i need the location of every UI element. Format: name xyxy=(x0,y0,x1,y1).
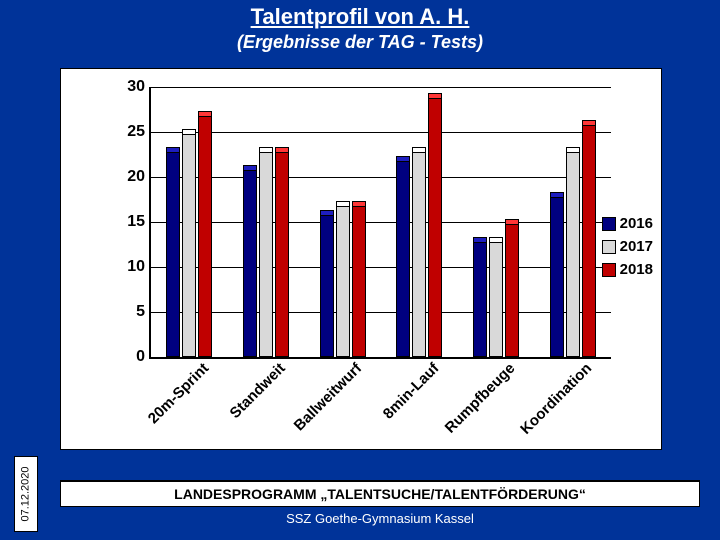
bar-2017 xyxy=(489,240,503,357)
bar-cap xyxy=(336,201,350,207)
bar-2018 xyxy=(582,123,596,357)
legend-label: 2018 xyxy=(620,261,653,278)
x-tick-label: Koordination xyxy=(515,357,596,438)
bar-cap xyxy=(396,156,410,162)
chart-plot-area: 05101520253020m-SprintStandweitBallweitw… xyxy=(149,87,611,359)
y-tick-label: 25 xyxy=(127,123,151,141)
gridline xyxy=(151,87,611,88)
bar-cap xyxy=(412,147,426,153)
slide: Talentprofil von A. H. (Ergebnisse der T… xyxy=(0,0,720,540)
bar-group xyxy=(320,87,366,357)
x-tick-label: Rumpfbeuge xyxy=(439,357,519,437)
footer-school: SSZ Goethe-Gymnasium Kassel xyxy=(60,507,700,530)
gridline xyxy=(151,132,611,133)
legend-item: 2016 xyxy=(602,215,653,232)
bar-group xyxy=(473,87,519,357)
legend-swatch xyxy=(602,263,616,277)
bar-cap xyxy=(259,147,273,153)
bar-2017 xyxy=(412,150,426,357)
x-tick-label: Ballweitwurf xyxy=(288,357,365,434)
bar-cap xyxy=(182,129,196,135)
bar-cap xyxy=(352,201,366,207)
bar-group xyxy=(243,87,289,357)
gridline xyxy=(151,312,611,313)
bar-2016 xyxy=(243,168,257,357)
bar-2018 xyxy=(198,114,212,357)
bar-cap xyxy=(320,210,334,216)
chart-legend: 2016 2017 2018 xyxy=(602,209,653,284)
legend-label: 2017 xyxy=(620,238,653,255)
bar-cap xyxy=(505,219,519,225)
bar-cap xyxy=(566,147,580,153)
bar-cap xyxy=(550,192,564,198)
gridline xyxy=(151,222,611,223)
bar-cap xyxy=(489,237,503,243)
bar-group xyxy=(396,87,442,357)
bar-cap xyxy=(582,120,596,126)
y-tick-label: 20 xyxy=(127,168,151,186)
bar-2016 xyxy=(550,195,564,357)
bar-cap xyxy=(428,93,442,99)
bar-cap xyxy=(243,165,257,171)
date-stamp: 07.12.2020 xyxy=(20,466,32,521)
x-tick-label: Standweit xyxy=(224,357,289,422)
footer: LANDESPROGRAMM „TALENTSUCHE/TALENTFÖRDER… xyxy=(60,480,700,540)
chart-container: 0 5 10 15 20 25 30 20m-SprintStandweitBallweitw… xyxy=(60,68,662,450)
bar-2017 xyxy=(566,150,580,357)
x-tick-label: 20m-Sprint xyxy=(142,357,212,427)
bar-2017 xyxy=(336,204,350,357)
bar-cap xyxy=(473,237,487,243)
legend-item: 2017 xyxy=(602,238,653,255)
bar-2016 xyxy=(473,240,487,357)
bar-2018 xyxy=(275,150,289,357)
bar-cap xyxy=(166,147,180,153)
bar-group xyxy=(550,87,596,357)
legend-item: 2018 xyxy=(602,261,653,278)
y-tick-label: 15 xyxy=(127,213,151,231)
page-subtitle: (Ergebnisse der TAG - Tests) xyxy=(0,32,720,53)
bar-2016 xyxy=(320,213,334,357)
gridline xyxy=(151,177,611,178)
bar-2017 xyxy=(259,150,273,357)
legend-label: 2016 xyxy=(620,215,653,232)
page-title: Talentprofil von A. H. xyxy=(0,0,720,30)
date-stamp-box: 07.12.2020 xyxy=(14,456,38,532)
footer-program: LANDESPROGRAMM „TALENTSUCHE/TALENTFÖRDER… xyxy=(60,480,700,507)
bar-2018 xyxy=(505,222,519,357)
gridline xyxy=(151,267,611,268)
bar-cap xyxy=(275,147,289,153)
x-tick-label: 8min-Lauf xyxy=(377,357,443,423)
y-tick-label: 30 xyxy=(127,78,151,96)
y-tick-label: 10 xyxy=(127,258,151,276)
bar-2016 xyxy=(166,150,180,357)
gridline xyxy=(151,357,611,358)
bar-2017 xyxy=(182,132,196,357)
bar-cap xyxy=(198,111,212,117)
bar-group xyxy=(166,87,212,357)
y-tick-label: 0 xyxy=(136,348,151,366)
legend-swatch xyxy=(602,217,616,231)
bar-2016 xyxy=(396,159,410,357)
legend-swatch xyxy=(602,240,616,254)
bar-2018 xyxy=(352,204,366,357)
y-tick-label: 5 xyxy=(136,303,151,321)
bar-2018 xyxy=(428,96,442,357)
